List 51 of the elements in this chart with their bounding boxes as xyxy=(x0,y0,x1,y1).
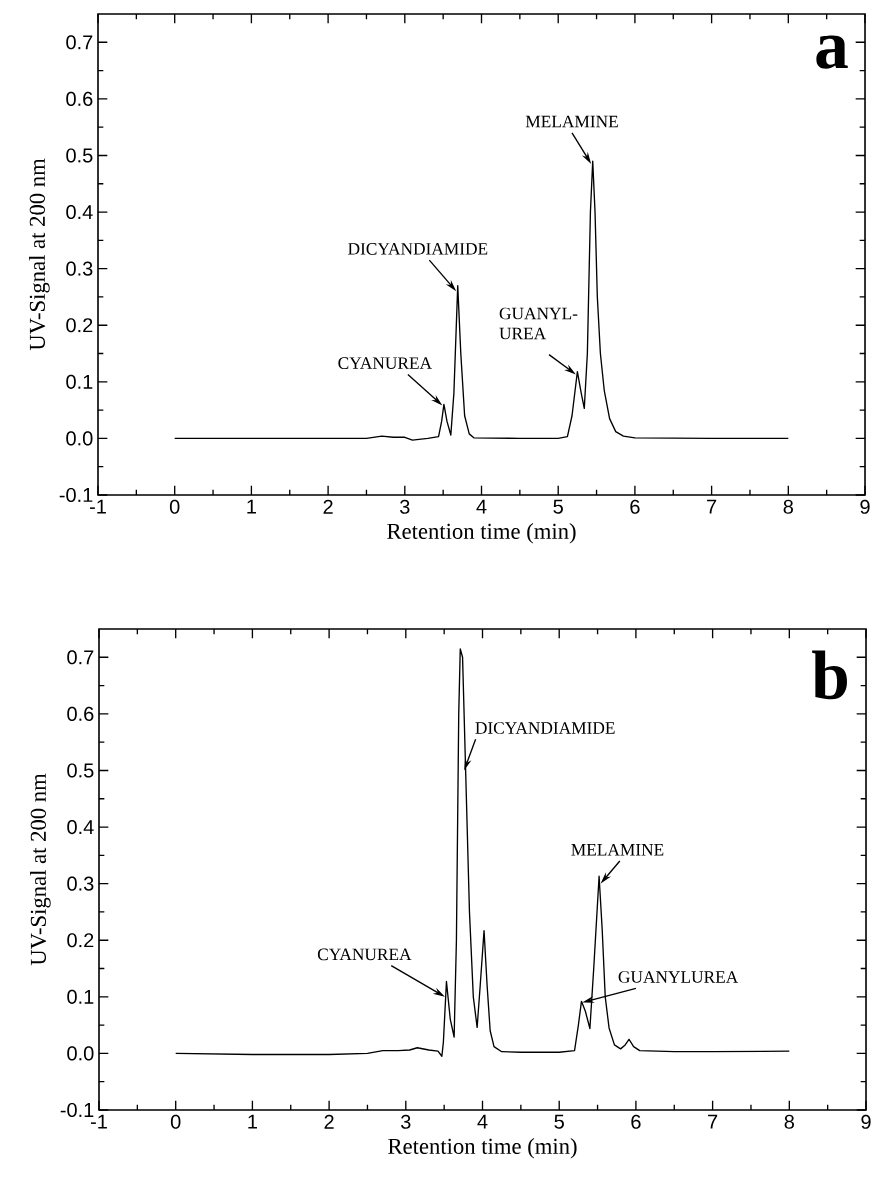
y-tick-label: 0.3 xyxy=(67,876,94,891)
x-tick-label: 6 xyxy=(631,1114,641,1129)
x-tick-label: 1 xyxy=(248,1114,257,1129)
annotation: GUANYLUREA xyxy=(618,971,739,983)
x-tick-label: 0 xyxy=(170,1114,181,1129)
annotation: a xyxy=(816,35,848,69)
y-tick-label: 0.4 xyxy=(67,819,94,835)
x-tick-label: 1 xyxy=(247,499,256,514)
x-tick-label: 5 xyxy=(553,499,563,514)
y-tick-label: 0.5 xyxy=(66,148,93,163)
y-tick-label: 0.7 xyxy=(66,35,93,50)
x-tick-label: 6 xyxy=(630,499,640,514)
x-tick-label: 3 xyxy=(401,1114,411,1129)
x-tick-label: 5 xyxy=(554,1114,564,1129)
y-axis-title: UV-Signal at 200 nm xyxy=(29,158,50,351)
y-tick-label: 0.4 xyxy=(66,204,93,220)
x-tick-label: 4 xyxy=(476,499,487,514)
x-tick-label: 8 xyxy=(784,1114,794,1129)
x-axis-title: Retention time (min) xyxy=(388,1138,577,1159)
x-tick-label: 2 xyxy=(324,1114,334,1129)
annotation: MELAMINE xyxy=(571,843,664,856)
y-tick-label: 0.2 xyxy=(66,318,93,333)
x-tick-label: 8 xyxy=(783,499,793,514)
y-tick-label: 0.1 xyxy=(67,989,94,1004)
y-tick-label: 0.5 xyxy=(67,763,94,778)
x-tick-label: 0 xyxy=(169,499,180,514)
x-tick-label: 9 xyxy=(861,1114,871,1129)
annotation: CYANUREA xyxy=(338,357,432,369)
y-tick-label: 0.0 xyxy=(67,1046,94,1061)
x-tick-label: 7 xyxy=(707,499,717,514)
y-tick-label: 0.2 xyxy=(67,933,94,948)
annotation: DICYANDIAMIDE xyxy=(475,722,615,734)
x-axis-title: Retention time (min) xyxy=(387,523,576,544)
x-tick-label: 9 xyxy=(860,499,870,514)
annotation: DICYANDIAMIDE xyxy=(348,243,488,255)
annotation: GUANYL-UREA xyxy=(499,307,578,340)
x-tick-label: 2 xyxy=(323,499,333,514)
line-series xyxy=(175,648,790,1057)
y-tick-label: 0.6 xyxy=(67,706,94,721)
y-tick-label: 0.1 xyxy=(66,374,93,389)
annotation: b xyxy=(812,650,847,700)
x-tick-label: 7 xyxy=(708,1114,718,1129)
annotation: MELAMINE xyxy=(525,115,618,128)
y-tick-label: 0.3 xyxy=(66,261,93,276)
y-tick-label: 0.7 xyxy=(67,650,94,665)
x-tick-label: 4 xyxy=(477,1114,488,1129)
y-axis-title: UV-Signal at 200 nm xyxy=(30,773,51,966)
x-tick-label: 3 xyxy=(400,499,410,514)
y-tick-label: 0.6 xyxy=(66,91,93,106)
annotation: CYANUREA xyxy=(317,948,412,961)
y-tick-label: 0.0 xyxy=(66,431,93,446)
